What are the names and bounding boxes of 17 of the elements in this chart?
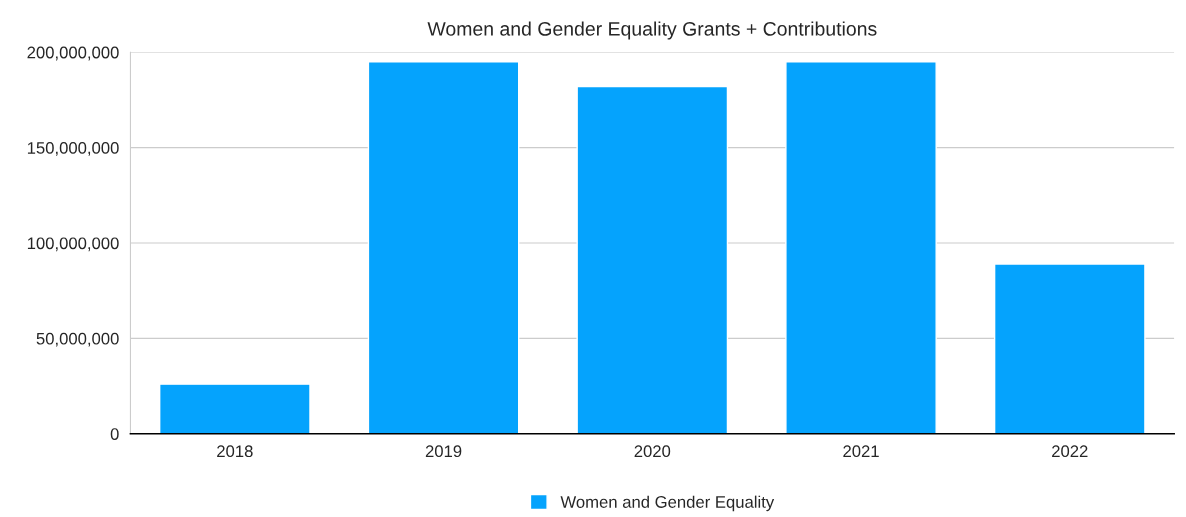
bar (993, 263, 1146, 434)
x-tick-label: 2022 (1052, 445, 1088, 458)
x-tick-label: 2021 (843, 445, 879, 458)
bar (367, 61, 520, 434)
bar (158, 383, 311, 434)
bar (576, 85, 729, 434)
y-tick-label: 0 (110, 428, 119, 440)
y-tick-label: 150,000,000 (27, 142, 119, 156)
x-tick-label: 2019 (425, 445, 462, 458)
x-tick-label: 2018 (217, 445, 253, 458)
bar (785, 61, 937, 434)
chart-title: Women and Gender Equality Grants + Contributions (427, 21, 877, 40)
legend-label: Women and Gender Equality (560, 495, 775, 512)
y-tick-label: 50,000,000 (36, 332, 119, 347)
y-tick-label: 200,000,000 (27, 46, 119, 61)
x-tick-label: 2020 (634, 445, 671, 458)
y-tick-label: 100,000,000 (27, 237, 119, 252)
